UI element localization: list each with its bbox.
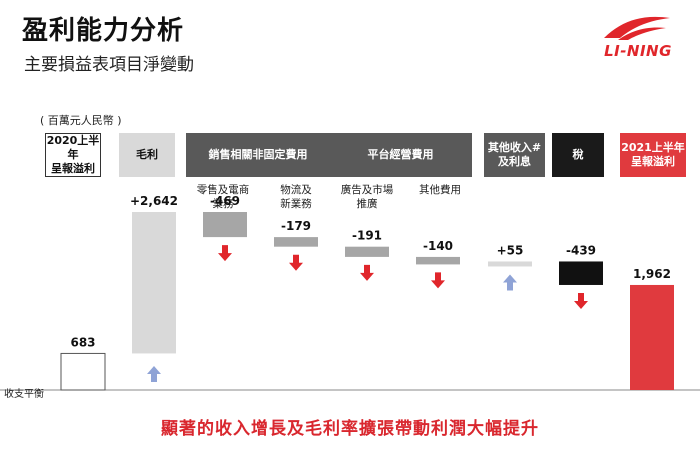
page-subtitle: 主要損益表項目淨變動 [24, 55, 194, 75]
header-platform-expenses: 平台經營費用 [329, 133, 472, 177]
header-2020-profit: 2020上半年 呈報溢利 [45, 133, 101, 177]
arrow-down-icon-4 [360, 264, 374, 281]
data-label-7: -439 [566, 243, 596, 257]
arrow-down-icon-7 [574, 292, 588, 309]
bar-8 [630, 284, 674, 390]
header-other-income: 其他收入# 及利息 [484, 133, 545, 177]
bar-1 [132, 212, 176, 354]
header-tax: 稅 [552, 133, 604, 177]
data-label-5: -140 [423, 239, 453, 253]
logo-swoosh-icon [604, 16, 670, 40]
bar-7 [559, 261, 603, 285]
arrow-down-icon-3 [289, 254, 303, 271]
bar-2 [203, 212, 247, 238]
logo-text: LI-NING [604, 42, 672, 60]
data-label-4: -191 [352, 229, 382, 243]
unit-label: ( 百萬元人民幣 ) [40, 114, 122, 127]
arrow-up-icon-6 [503, 274, 517, 291]
arrow-up-icon-1 [147, 366, 161, 382]
data-label-1: +2,642 [130, 194, 178, 208]
bar-4 [345, 246, 389, 257]
subheader-logistics: 物流及 新業務 [280, 184, 312, 210]
bar-3 [274, 237, 318, 247]
header-gross-profit: 毛利 [119, 133, 175, 177]
data-label-0: 683 [70, 335, 95, 349]
header-selling-expenses: 銷售相關非固定費用 [186, 133, 330, 177]
data-label-8: 1,962 [633, 267, 671, 281]
page-title: 盈利能力分析 [22, 16, 185, 46]
subheader-advertising: 廣告及市場 推廣 [340, 184, 394, 210]
data-label-2: -469 [210, 194, 240, 208]
footer-headline: 顯著的收入增長及毛利率擴張帶動利潤大幅提升 [161, 419, 539, 439]
header-2021-profit: 2021上半年 呈報溢利 [620, 133, 686, 177]
bar-0 [60, 352, 106, 391]
bar-5 [416, 256, 460, 265]
data-label-3: -179 [281, 219, 311, 233]
data-label-6: +55 [497, 243, 524, 257]
arrow-down-icon-2 [218, 245, 232, 262]
baseline-label: 收支平衡 [4, 389, 44, 400]
li-ning-logo: LI-NING [596, 12, 680, 62]
bar-6 [488, 261, 532, 267]
arrow-down-icon-5 [431, 272, 445, 289]
subheader-retail-ecommerce: 零售及電商 業務 [196, 184, 250, 210]
subheader-other-expenses: 其他費用 [419, 184, 461, 196]
